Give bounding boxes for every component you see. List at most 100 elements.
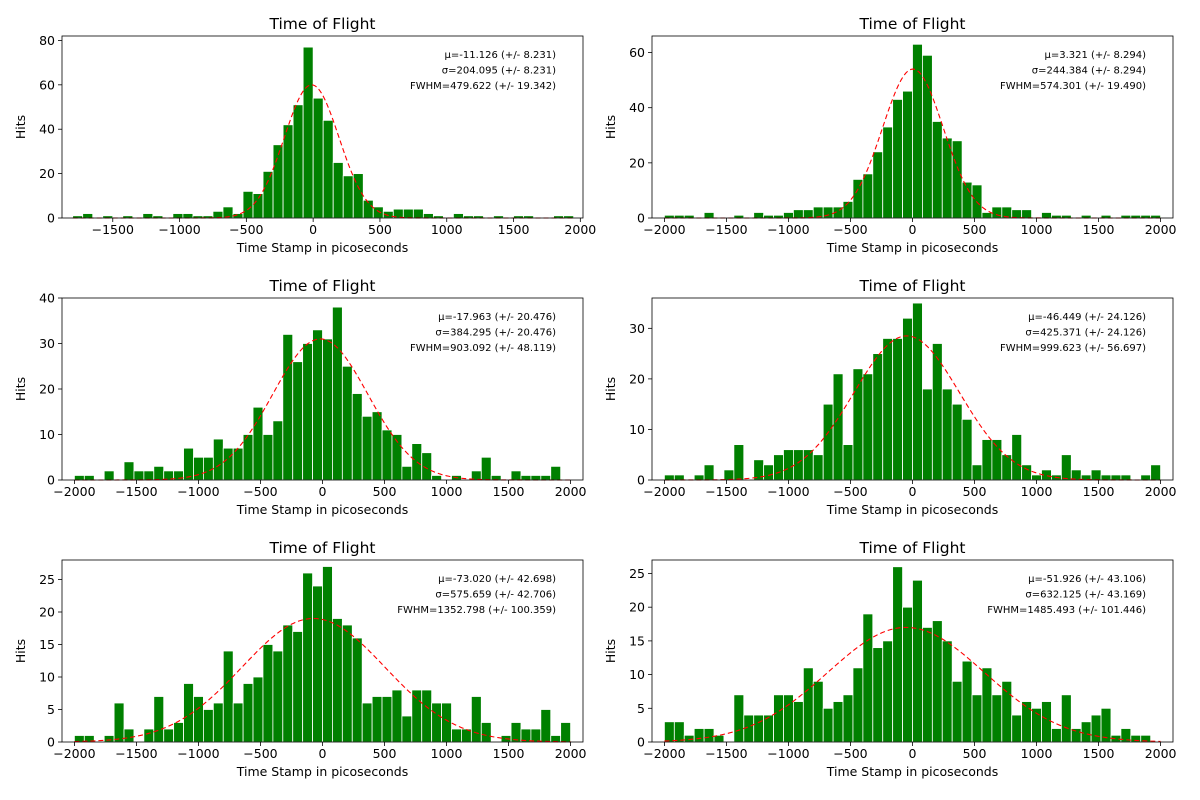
x-tick-label: 0 [909, 222, 917, 237]
x-tick-label: 2000 [564, 222, 596, 237]
histogram-bar [971, 694, 983, 743]
histogram-bar [832, 701, 844, 743]
histogram-bar [693, 728, 705, 743]
histogram-bar [381, 429, 393, 481]
chart-title: Time of Flight [269, 539, 376, 557]
histogram-bar [312, 329, 323, 481]
x-tick-label: −2000 [53, 484, 95, 499]
chart-panel: −2000 −1500 −1000 −500 0 500 1000 1500 2000 0 5 10 1… [603, 539, 1177, 779]
histogram-bar [862, 613, 874, 743]
y-tick-label: 15 [629, 633, 645, 648]
histogram-bar [312, 585, 323, 743]
chart-title: Time of Flight [269, 15, 376, 33]
histogram-bar [412, 208, 424, 219]
histogram-bar [703, 212, 715, 219]
fit-annotation: σ=244.384 (+/- 8.294) [1032, 66, 1146, 77]
x-tick-label: −500 [243, 484, 277, 499]
x-tick-label: −1000 [177, 746, 219, 761]
histogram-bar [322, 119, 334, 219]
chart-panel: −2000 −1500 −1000 −500 0 500 1000 1500 2000 0 20 40… [603, 15, 1177, 255]
x-tick-label: −500 [833, 222, 867, 237]
fit-annotation: FWHM=1485.493 (+/- 101.446) [987, 605, 1146, 616]
histogram-bar [143, 470, 155, 481]
histogram-bar [941, 137, 953, 219]
histogram-bar [941, 640, 953, 743]
histogram-bar [882, 338, 894, 481]
chart-panel: −1500 −1000 −500 0 500 1000 1500 2000 0 20 40 60 80 T… [13, 15, 596, 255]
y-axis-label: Hits [603, 377, 618, 401]
histogram-bar [673, 474, 685, 481]
histogram-bar [1110, 474, 1122, 481]
plot-frame [61, 35, 584, 219]
x-tick-label: −1000 [767, 222, 809, 237]
y-axis-label: Hits [13, 115, 28, 139]
histogram-bar [902, 90, 913, 219]
histogram-bar [351, 393, 363, 481]
histogram-bar [292, 104, 304, 219]
y-tick-label: 0 [637, 473, 645, 488]
histogram-bar [332, 306, 343, 481]
histogram-bar [812, 454, 824, 481]
x-tick-label: 0 [319, 746, 327, 761]
x-tick-label: −500 [833, 746, 867, 761]
y-tick-label: 0 [637, 735, 645, 750]
x-tick-label: −1500 [115, 484, 157, 499]
histogram-bar [981, 667, 993, 743]
histogram-bar [480, 722, 492, 743]
histogram-bar [74, 475, 85, 481]
x-tick-label: 500 [963, 484, 987, 499]
histogram-bar [510, 722, 522, 743]
histogram-bar [961, 660, 973, 743]
fit-annotation: σ=575.659 (+/- 42.706) [435, 590, 556, 601]
y-tick-label: 25 [39, 572, 55, 587]
y-tick-label: 0 [47, 211, 55, 226]
histogram-bar [753, 212, 765, 219]
histogram-bar [922, 627, 933, 743]
x-tick-label: 0 [309, 222, 317, 237]
histogram-bar [991, 439, 1003, 481]
gaussian-fit-curve [664, 626, 1161, 742]
chart-panel: −2000 −1500 −1000 −500 0 500 1000 1500 2000 0 10 20… [603, 277, 1177, 517]
histogram-bar [282, 333, 294, 481]
y-tick-label: 0 [47, 473, 55, 488]
histogram-bar [664, 474, 675, 481]
histogram-bar [783, 694, 794, 743]
y-tick-label: 20 [39, 605, 55, 620]
x-tick-label: 2000 [1145, 746, 1177, 761]
histogram-bar [872, 647, 884, 743]
x-tick-label: 1000 [431, 222, 463, 237]
histogram-bar [852, 667, 864, 743]
histogram-bar [530, 475, 542, 481]
x-tick-label: 1000 [1021, 746, 1053, 761]
y-tick-label: 20 [629, 371, 645, 386]
histogram-bar [1150, 464, 1161, 481]
histogram-bar [703, 728, 715, 743]
fit-annotation: μ=-46.449 (+/- 24.126) [1028, 312, 1146, 323]
y-tick-label: 15 [39, 637, 55, 652]
histogram-bar [753, 714, 765, 743]
histogram-bar [332, 618, 343, 743]
y-tick-label: 30 [629, 321, 645, 336]
gaussian-fit-curve [74, 617, 571, 743]
histogram-bar [421, 452, 433, 481]
histogram-bar [892, 99, 903, 219]
histogram-bar [540, 475, 552, 481]
x-tick-label: −2000 [643, 746, 685, 761]
histogram-bar [951, 140, 963, 219]
y-tick-label: 20 [629, 155, 645, 170]
fit-annotation: μ=-17.963 (+/- 20.476) [438, 312, 556, 323]
x-tick-label: 0 [909, 746, 917, 761]
histogram-bar [1021, 209, 1032, 219]
histogram-bar [480, 456, 492, 481]
histogram-bar [142, 213, 154, 219]
histogram-bar [951, 680, 963, 743]
y-tick-label: 5 [637, 701, 645, 716]
histogram-bar [802, 449, 814, 481]
y-axis-label: Hits [603, 639, 618, 663]
histogram-bar [401, 715, 413, 743]
x-tick-label: 2000 [1145, 484, 1177, 499]
histogram-bar [212, 702, 224, 743]
histogram-bar [262, 170, 274, 219]
y-axis-label: Hits [603, 115, 618, 139]
histogram-bar [922, 54, 933, 219]
